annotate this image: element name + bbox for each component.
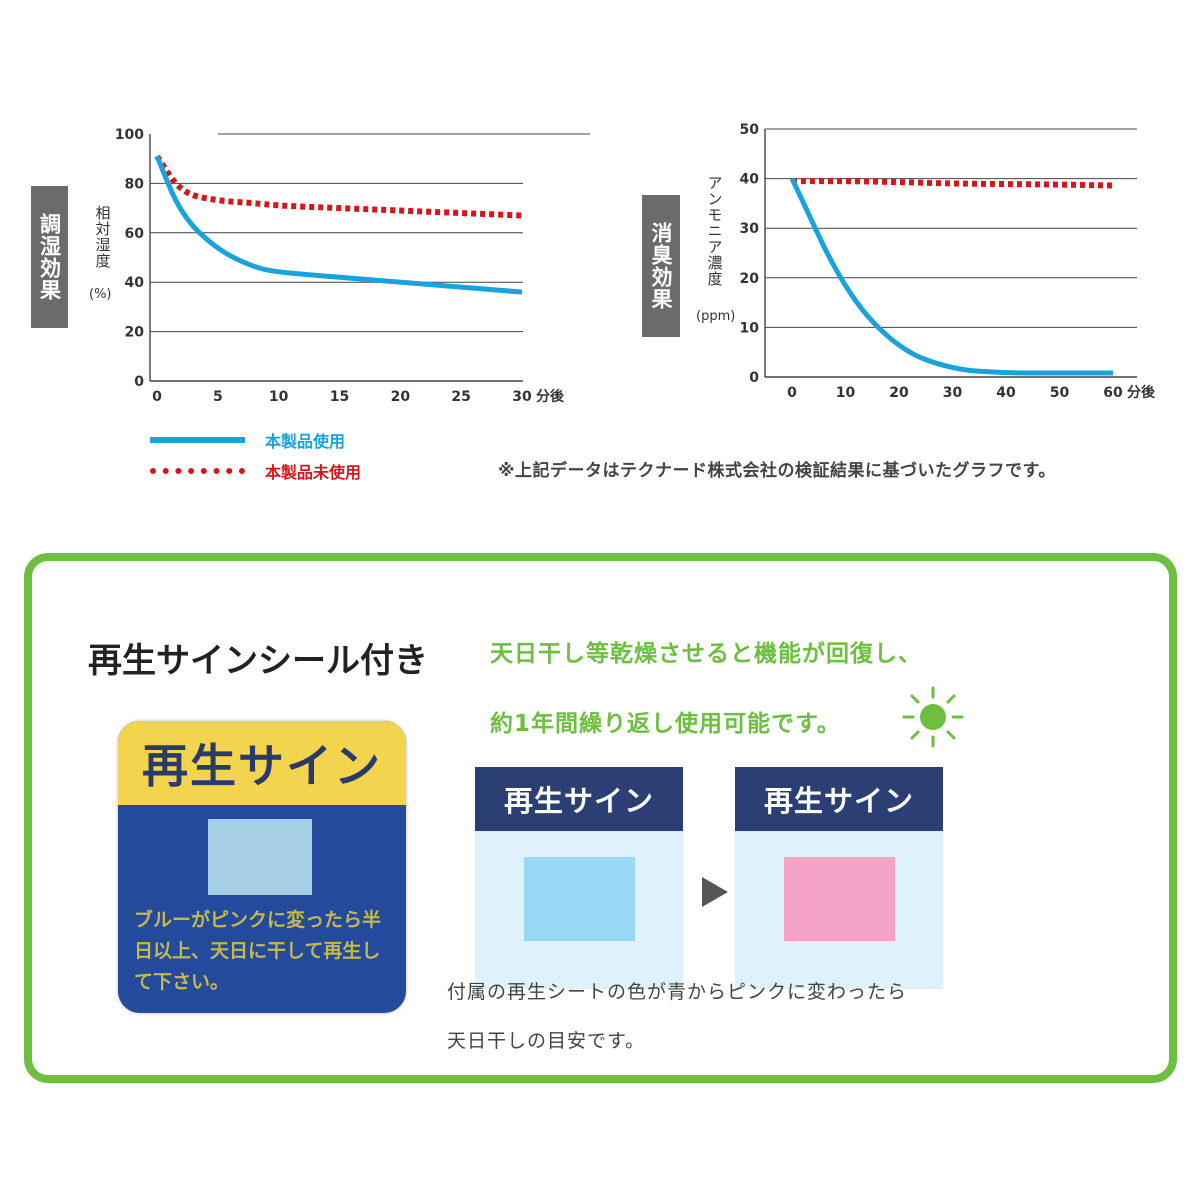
ammonia-ytick-label: 30 (740, 221, 760, 237)
humidity-ytick-label: 100 (115, 127, 144, 143)
ammonia-xtick-label: 0 (787, 385, 797, 401)
sticker-title: 再生サイン (142, 739, 382, 793)
humidity-yunit: (%) (89, 287, 112, 302)
card-after: 再生サイン (735, 767, 943, 989)
humidity-chart: 0 20 40 60 80 100 0 5 10 15 20 25 30 分後 (115, 127, 590, 405)
ammonia-ytick-label: 50 (740, 122, 760, 138)
ammonia-ytick-label: 0 (749, 370, 759, 386)
legend-swatch-unused (150, 468, 245, 474)
ammonia-ytick-label: 10 (740, 320, 760, 336)
humidity-ytick-label: 60 (125, 226, 145, 242)
legend-swatch-used (150, 437, 245, 443)
humidity-ylabel: 相対湿度 (93, 205, 112, 269)
humidity-x-suffix: 分後 (536, 388, 565, 405)
humidity-ytick-label: 80 (125, 176, 145, 192)
ammonia-x-suffix: 分後 (1127, 384, 1156, 401)
humidity-ytick-label: 40 (125, 275, 145, 291)
legend-label-unused: 本製品未使用 (265, 463, 362, 482)
humidity-ytick-label: 0 (134, 374, 144, 390)
card-before: 再生サイン (475, 767, 683, 989)
deodor-side-tag: 消臭効果 (642, 195, 680, 337)
legend-label-used: 本製品使用 (265, 432, 346, 451)
card-after-body (735, 831, 943, 989)
ammonia-series-unused-line (792, 178, 1114, 189)
humidity-xtick-label: 30 (512, 389, 532, 405)
ammonia-ylabel: アンモニア濃度 (705, 175, 724, 287)
ammonia-yunit: (ppm) (696, 309, 736, 324)
regeneration-panel: 再生サインシール付き 天日干し等乾燥させると機能が回復し、 約1年間繰り返し使用… (24, 553, 1177, 1083)
panel-desc-2: 天日干しの目安です。 (447, 1030, 646, 1052)
sticker-instructions: ブルーがピンクに変ったら半日以上、天日に干して再生して下さい。 (134, 909, 382, 993)
humidity-xtick-label: 10 (269, 389, 289, 405)
ammonia-series-used-line (789, 177, 1113, 376)
humidity-ytick-label: 20 (125, 325, 145, 341)
card-after-header: 再生サイン (735, 767, 943, 831)
humidity-series-used-line (154, 155, 523, 295)
ammonia-xtick-label: 30 (943, 385, 963, 401)
legend-item-used: 本製品使用 (150, 428, 345, 452)
humidity-xtick-label: 5 (213, 389, 223, 405)
humidity-xtick-label: 15 (330, 389, 349, 405)
ammonia-xtick-label: 10 (836, 385, 856, 401)
sun-icon (902, 686, 964, 748)
humidity-series-unused-line (154, 154, 523, 219)
ammonia-xtick-label: 20 (889, 385, 909, 401)
panel-desc-1: 付属の再生シートの色が青からピンクに変わったら (447, 981, 908, 1003)
legend-item-unused: 本製品未使用 (150, 459, 361, 483)
sticker-header: 再生サイン (118, 721, 406, 805)
panel-line-2: 約1年間繰り返し使用可能です。 (490, 711, 841, 737)
arrow-right-icon (702, 877, 728, 907)
ammonia-xtick-label: 40 (996, 385, 1016, 401)
ammonia-ytick-label: 20 (740, 271, 760, 287)
humidity-xtick-label: 25 (451, 389, 470, 405)
ammonia-xtick-label: 60 (1103, 385, 1123, 401)
blue-swatch (524, 857, 635, 941)
pink-swatch (784, 857, 895, 941)
panel-line-1: 天日干し等乾燥させると機能が回復し、 (490, 641, 922, 667)
regeneration-sticker: 再生サイン ブルーがピンクに変ったら半日以上、天日に干して再生して下さい。 (118, 721, 406, 1013)
card-before-body (475, 831, 683, 989)
ammonia-chart: 0 10 20 30 40 50 0 10 20 30 40 50 60 分後 (740, 122, 1156, 401)
data-source-note: ※上記データはテクナード株式会社の検証結果に基づいたグラフです。 (498, 461, 1056, 481)
sticker-swatch (208, 819, 312, 895)
humidity-side-tag: 調湿効果 (31, 186, 68, 328)
humidity-xtick-label: 0 (152, 389, 162, 405)
humidity-xtick-label: 20 (391, 389, 411, 405)
legend: 本製品使用 本製品未使用 (150, 428, 450, 488)
ammonia-xtick-label: 50 (1050, 385, 1070, 401)
panel-title: 再生サインシール付き (88, 641, 428, 681)
card-before-header: 再生サイン (475, 767, 683, 831)
ammonia-ytick-label: 40 (740, 172, 760, 188)
